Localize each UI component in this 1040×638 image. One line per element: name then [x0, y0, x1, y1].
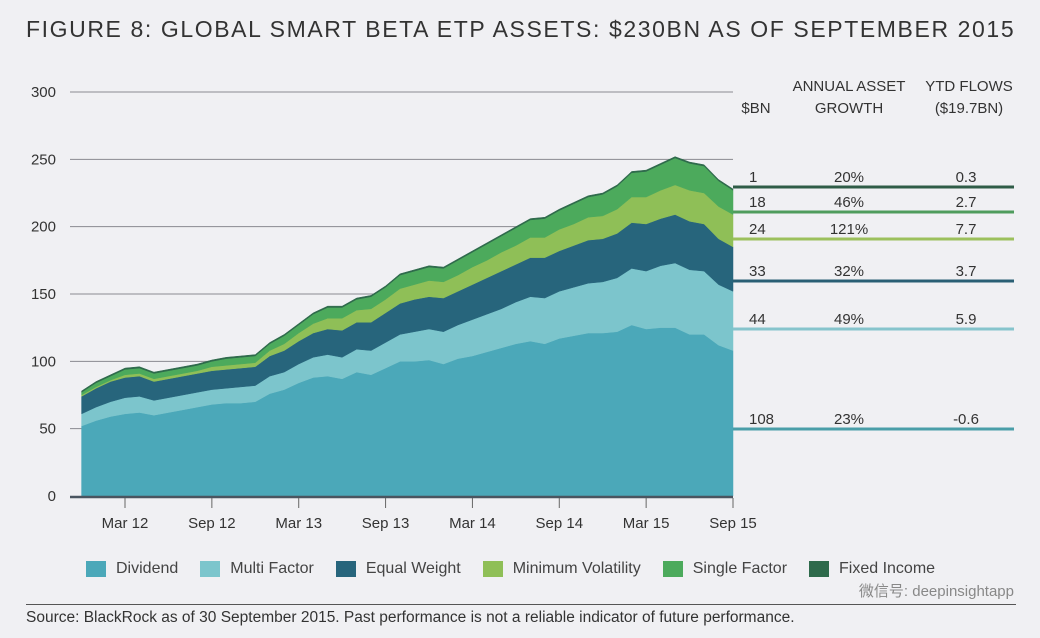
x-tick-label: Mar 13: [275, 515, 322, 532]
y-tick-label: 200: [31, 219, 56, 236]
legend-item: Dividend: [86, 560, 178, 578]
legend-swatch: [662, 561, 683, 577]
y-tick-label: 250: [31, 151, 56, 168]
cell-bn: 24: [749, 221, 766, 238]
legend-swatch: [200, 561, 221, 577]
legend-item: Single Factor: [662, 560, 788, 578]
legend-swatch: [809, 561, 830, 577]
legend-item: Fixed Income: [809, 560, 935, 578]
table-header: ($19.7BN): [935, 100, 1003, 117]
cell-flows: 7.7: [956, 221, 977, 238]
y-tick-label: 0: [48, 488, 56, 505]
source-note: Source: BlackRock as of 30 September 201…: [26, 604, 1016, 627]
cell-bn: 44: [749, 311, 766, 328]
cell-flows: 0.3: [956, 169, 977, 186]
legend-item: Minimum Volatility: [482, 560, 641, 578]
cell-bn: 1: [749, 169, 757, 186]
area-fixed-income: [81, 156, 734, 393]
x-tick-label: Sep 15: [709, 515, 757, 532]
x-tick-label: Mar 15: [623, 515, 670, 532]
legend-label: Equal Weight: [365, 560, 461, 577]
y-tick-label: 150: [31, 286, 56, 303]
cell-growth: 20%: [834, 169, 864, 186]
legend-label: Single Factor: [692, 560, 788, 577]
cell-growth: 49%: [834, 311, 864, 328]
legend-swatch: [86, 561, 106, 577]
cell-growth: 32%: [834, 263, 864, 280]
x-tick-label: Mar 14: [449, 515, 496, 532]
y-tick-label: 50: [39, 421, 56, 438]
x-tick-label: Sep 12: [188, 515, 236, 532]
legend-label: Dividend: [116, 560, 179, 577]
cell-flows: -0.6: [953, 411, 979, 428]
legend-swatch: [482, 561, 503, 577]
cell-bn: 18: [749, 194, 766, 211]
cell-growth: 23%: [834, 411, 864, 428]
cell-flows: 5.9: [956, 311, 977, 328]
table-header: $BN: [741, 100, 770, 117]
legend-label: Fixed Income: [839, 560, 936, 577]
watermark: 微信号: deepinsightapp: [858, 583, 1014, 600]
cell-growth: 46%: [834, 194, 864, 211]
legend-label: Minimum Volatility: [512, 560, 641, 577]
legend-label: Multi Factor: [230, 560, 314, 577]
legend-swatch: [335, 561, 356, 577]
cell-flows: 3.7: [956, 263, 977, 280]
legend-item: Multi Factor: [200, 560, 314, 578]
x-tick-label: Sep 13: [362, 515, 410, 532]
x-tick-label: Sep 14: [536, 515, 584, 532]
chart-title: FIGURE 8: GLOBAL SMART BETA ETP ASSETS: …: [26, 16, 1016, 42]
cell-flows: 2.7: [956, 194, 977, 211]
x-tick-label: Mar 12: [102, 515, 149, 532]
cell-bn: 108: [749, 411, 774, 428]
legend: Dividend Multi Factor Equal Weight Minimum …: [86, 560, 957, 578]
cell-growth: 121%: [830, 221, 868, 238]
table-header: YTD FLOWS: [925, 78, 1013, 95]
cell-bn: 33: [749, 263, 766, 280]
table-header: GROWTH: [815, 100, 883, 117]
table-header: ANNUAL ASSET: [793, 78, 906, 95]
legend-item: Equal Weight: [335, 560, 461, 578]
y-tick-label: 100: [31, 353, 56, 370]
y-tick-label: 300: [31, 84, 56, 101]
